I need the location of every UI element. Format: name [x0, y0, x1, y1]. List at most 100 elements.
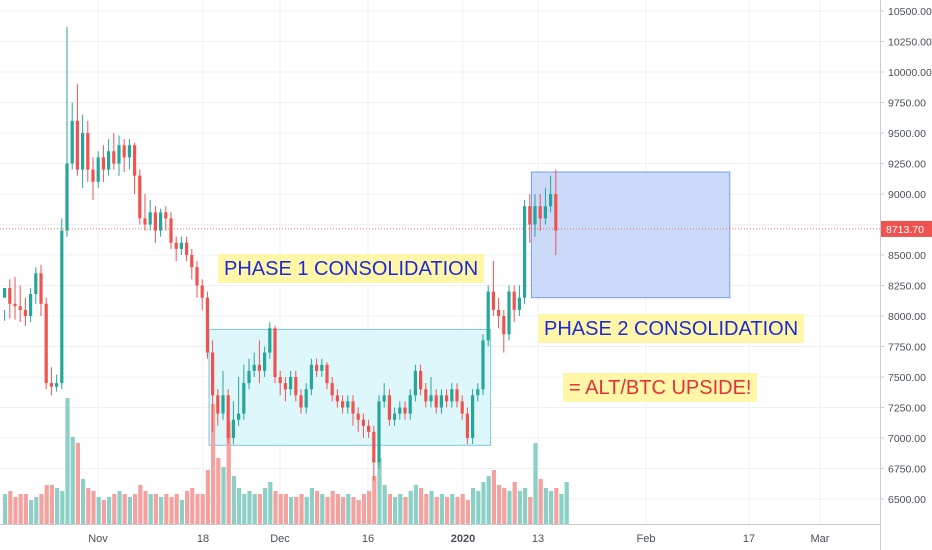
candle-body — [127, 145, 131, 158]
volume-bar — [549, 491, 554, 524]
candle-body — [112, 151, 116, 164]
candle-body — [507, 291, 511, 335]
candle-body — [434, 395, 438, 408]
candle-body — [143, 218, 147, 225]
volume-bar — [315, 491, 320, 524]
y-tick-label: 6750.00 — [888, 464, 926, 476]
volume-bar — [507, 491, 512, 524]
candle-body — [39, 273, 43, 304]
candle-body — [413, 370, 417, 396]
candle-body — [367, 425, 371, 432]
y-tick-label: 7500.00 — [888, 372, 926, 384]
candle-body — [450, 389, 454, 402]
candle-body — [185, 242, 189, 255]
volume-bar — [367, 491, 372, 524]
candle-body — [211, 352, 215, 396]
volume-bar — [372, 476, 377, 524]
y-tick-label: 9250.00 — [888, 159, 926, 171]
volume-bar — [346, 494, 351, 524]
volume-bar — [465, 500, 470, 524]
annotation-alt-btc-upside: = ALT/BTC UPSIDE! — [563, 373, 758, 402]
volume-bar — [143, 491, 148, 524]
volume-bar — [55, 488, 60, 524]
y-tick-label: 8500.00 — [888, 250, 926, 262]
candle-body — [257, 364, 261, 371]
volume-bar — [517, 491, 522, 524]
candle-body — [138, 175, 142, 219]
candle-body — [351, 401, 355, 414]
volume-bar — [29, 500, 34, 524]
candle-body — [263, 352, 267, 371]
volume-bar — [419, 488, 424, 524]
candle-body — [445, 395, 449, 402]
volume-bar — [356, 500, 361, 524]
volume-bar — [377, 458, 382, 524]
candle-body — [205, 297, 209, 353]
volume-bar — [247, 491, 252, 524]
volume-bar — [268, 482, 273, 524]
last-price-label-bg — [881, 220, 932, 237]
candle-body — [231, 419, 235, 438]
candle-body — [517, 297, 521, 310]
candle-body — [439, 395, 443, 408]
candle-body — [533, 206, 537, 225]
candle-body — [320, 364, 324, 371]
x-tick-label: 2020 — [451, 533, 475, 545]
volume-bar — [257, 494, 262, 524]
volume-bar — [559, 494, 564, 524]
volume-bar — [159, 497, 164, 524]
volume-bar — [533, 443, 538, 524]
volume-bar — [387, 494, 392, 524]
volume-bar — [564, 482, 569, 524]
candle-body — [424, 389, 428, 402]
candle-body — [60, 230, 64, 384]
volume-bar — [169, 497, 174, 524]
volume-bar — [252, 494, 257, 524]
phase-1-zone — [208, 328, 492, 446]
candle-body — [481, 340, 485, 390]
volume-bar — [361, 494, 366, 524]
volume-bar — [190, 488, 195, 524]
x-tick-label: Feb — [637, 533, 656, 545]
volume-bar — [60, 491, 65, 524]
candle-body — [252, 364, 256, 371]
candle-body — [387, 395, 391, 420]
volume-bar — [49, 485, 54, 524]
candle-body — [268, 328, 272, 353]
volume-bar — [221, 467, 226, 524]
candle-body — [465, 413, 469, 438]
volume-bar — [96, 497, 101, 524]
candle-body — [335, 395, 339, 402]
candle-body — [91, 169, 95, 182]
candle-body — [528, 206, 532, 225]
volume-bar — [75, 443, 80, 524]
volume-bar — [39, 494, 44, 524]
volume-bar — [174, 494, 179, 524]
volume-bar — [481, 482, 486, 524]
volume-bar — [429, 491, 434, 524]
candle-body — [169, 218, 173, 243]
volume-bar — [117, 491, 122, 524]
volume-bar — [455, 497, 460, 524]
volume-bar — [153, 494, 158, 524]
candle-body — [455, 389, 459, 402]
candle-body — [122, 145, 126, 158]
candle-body — [81, 133, 85, 170]
volume-bar — [18, 494, 23, 524]
candle-body — [538, 206, 542, 219]
volume-bar — [65, 398, 70, 524]
volume-bar — [23, 494, 28, 524]
volume-bar — [309, 488, 314, 524]
volume-bar — [278, 494, 283, 524]
candle-body — [309, 364, 313, 390]
volume-bar — [341, 497, 346, 524]
volume-bar — [112, 494, 117, 524]
candle-body — [247, 370, 251, 384]
candle-body — [304, 389, 308, 408]
volume-bar — [335, 494, 340, 524]
y-tick-label: 9500.00 — [888, 128, 926, 140]
x-tick-label: 18 — [197, 533, 209, 545]
candle-body — [330, 383, 334, 396]
candle-body — [398, 407, 402, 414]
